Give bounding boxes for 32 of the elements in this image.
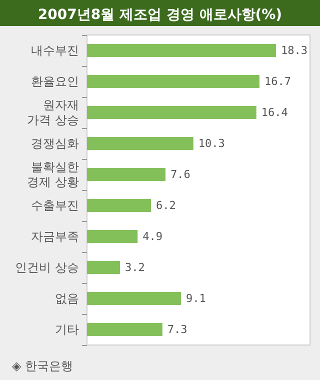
y-tick-label: 내수부진	[31, 44, 79, 58]
data-label: 18.3	[280, 44, 308, 57]
y-tick-label: 경쟁심화	[31, 136, 79, 150]
bar	[87, 323, 162, 336]
data-label: 16.4	[261, 106, 288, 119]
bar	[87, 75, 260, 88]
data-label: 6.2	[156, 199, 176, 212]
data-label: 7.6	[170, 168, 190, 181]
data-label: 4.9	[142, 230, 162, 243]
y-tick-label: 기타	[55, 322, 79, 336]
data-label: 10.3	[198, 137, 225, 150]
y-tick-label: 인건비 상승	[15, 260, 79, 274]
chart-title: 2007년8월 제조업 경영 애로사항(%)	[38, 7, 282, 23]
bar	[87, 106, 256, 119]
bar	[87, 230, 138, 243]
bar	[87, 168, 166, 181]
y-tick-label: 수출부진	[31, 198, 79, 212]
bar	[87, 292, 181, 305]
bar	[87, 261, 120, 274]
y-tick-label: 원자재 가격 상승	[27, 98, 79, 127]
data-label: 3.2	[125, 261, 145, 274]
y-tick-label: 자금부족	[31, 230, 79, 244]
data-label: 7.3	[167, 323, 188, 336]
bar	[87, 199, 152, 212]
y-tick-label: 없음	[55, 292, 79, 306]
y-tick-label: 환율요인	[31, 74, 79, 88]
bar	[87, 137, 194, 150]
data-label: 16.7	[264, 75, 291, 88]
data-label: 9.1	[186, 292, 206, 305]
y-tick-label: 불확실한 경제 상황	[27, 160, 79, 189]
text: ◈ 한국은행	[12, 359, 74, 373]
bar	[87, 44, 276, 57]
